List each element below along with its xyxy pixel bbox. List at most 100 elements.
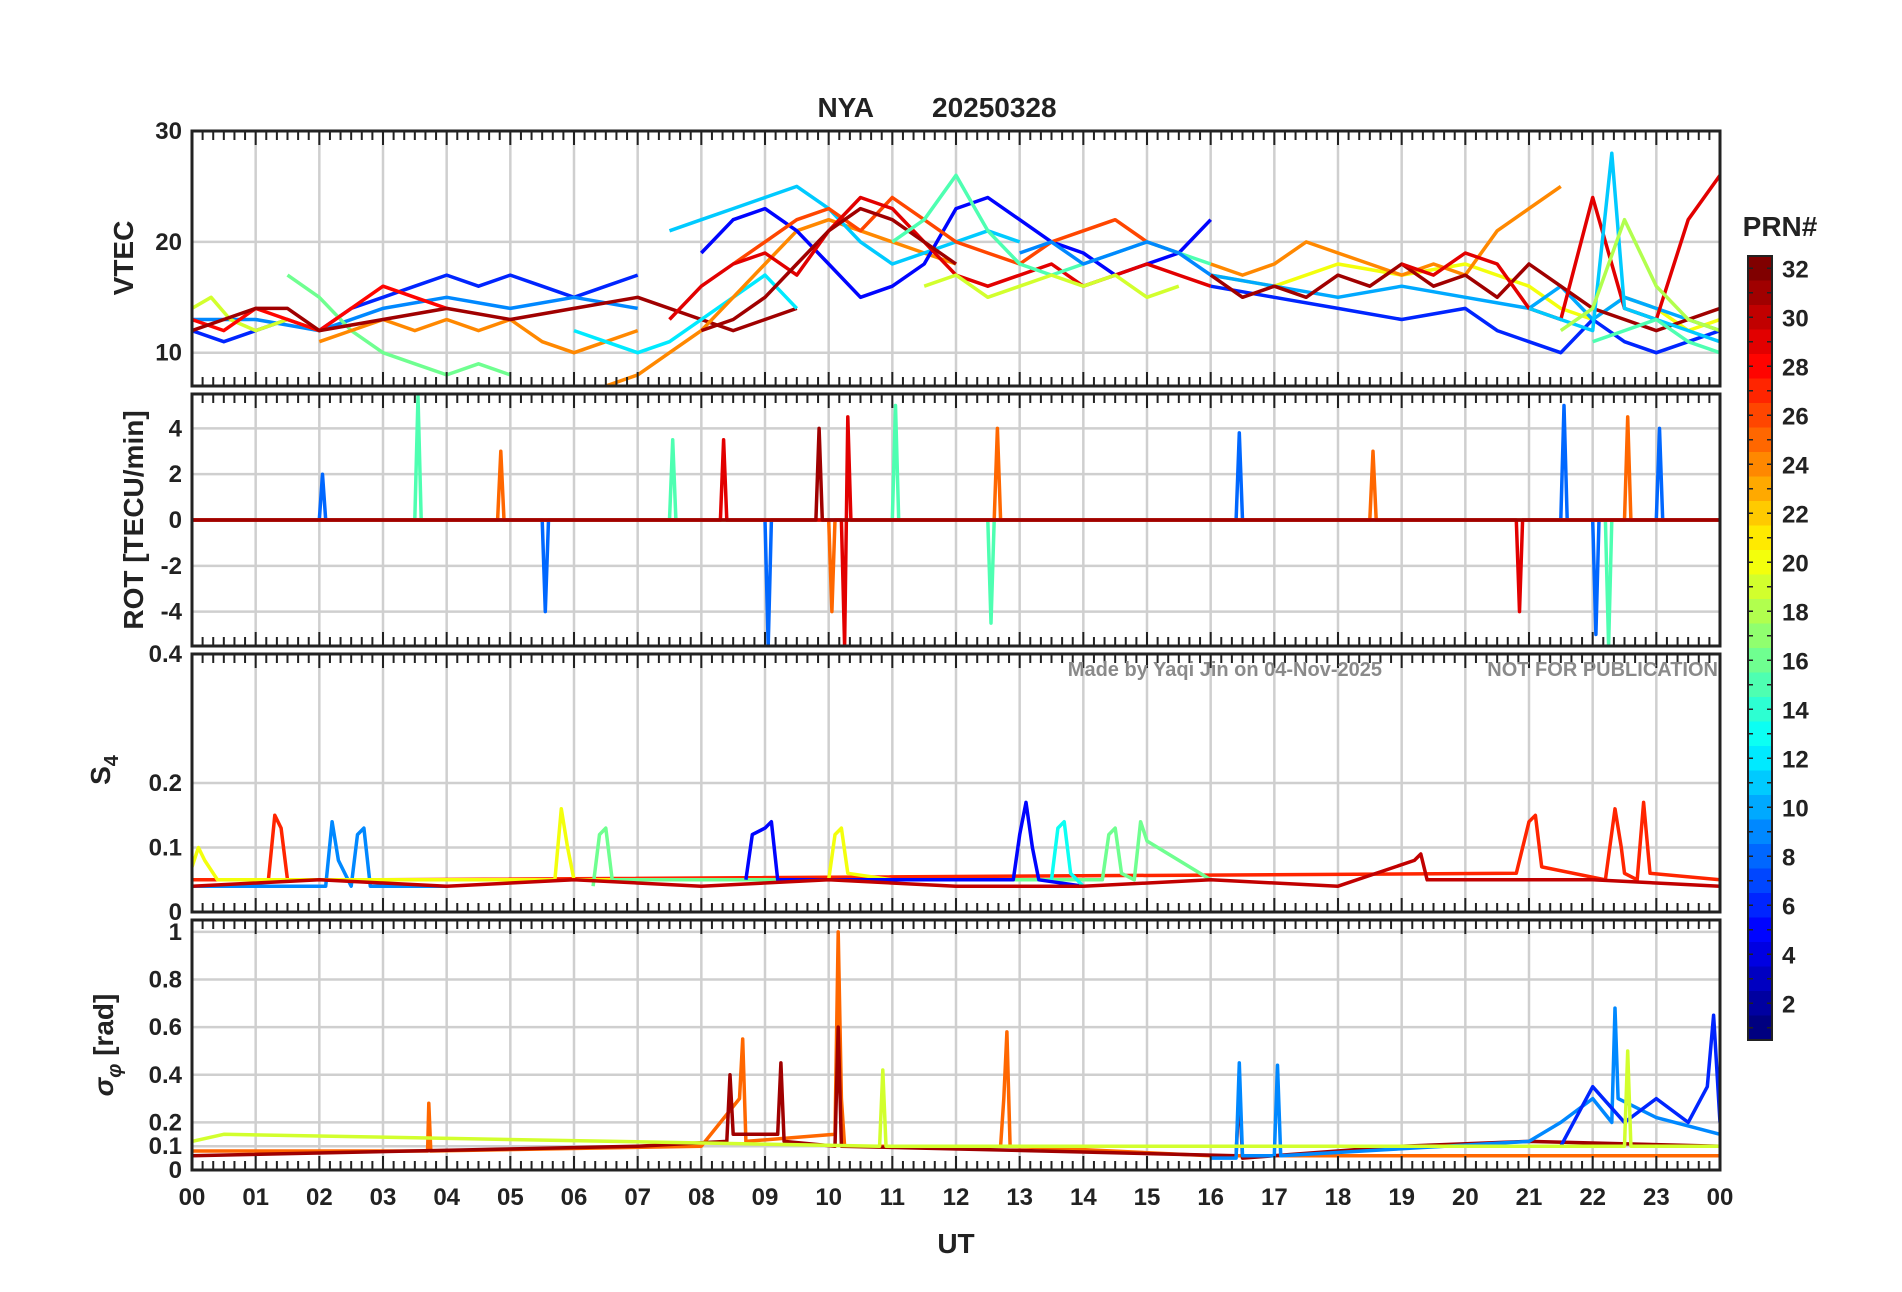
series-line-prn-29 xyxy=(192,415,1720,646)
panel-s4: 0 0.1 0.2 0.4 S4 xyxy=(85,641,1722,926)
y-tick-label: 0.2 xyxy=(149,1109,182,1136)
x-tick-label: 01 xyxy=(242,1184,269,1211)
colorbar-tick-label: 20 xyxy=(1782,550,1809,577)
x-axis-label: UT xyxy=(937,1228,974,1259)
y-tick-label: -4 xyxy=(161,599,183,626)
series-line-prn-19 xyxy=(923,273,1180,300)
y-axis-label: σφ [rad] xyxy=(88,994,126,1097)
y-tick-label: 0.8 xyxy=(149,967,182,994)
x-tick-label: 22 xyxy=(1579,1184,1606,1211)
x-tick-label: 10 xyxy=(815,1184,842,1211)
series-line-prn-9 xyxy=(1210,1006,1720,1160)
panel-vtec: 10 20 30 VTEC xyxy=(108,118,1722,388)
series-line-prn-29 xyxy=(668,195,1212,321)
y-tick-label: 2 xyxy=(169,461,182,488)
y-axis-label: VTEC xyxy=(108,221,139,296)
x-tick-label: 06 xyxy=(561,1184,588,1211)
series-line-prn-15 xyxy=(1592,317,1720,355)
panel-sigphi: 00.10.2 0.4 0.6 0.8 1 σφ [rad] xyxy=(88,918,1722,1184)
series-line-prn-9 xyxy=(192,819,447,888)
x-tick-label: 00 xyxy=(1707,1184,1734,1211)
series-line-prn-11 xyxy=(668,184,1021,266)
series-line-prn-6 xyxy=(1210,284,1720,355)
colorbar-tick-label: 12 xyxy=(1782,746,1809,773)
series-line-prn-24 xyxy=(605,217,957,386)
panels: 10 20 30 VTEC -4 -2 0 2 4 ROT [TECU/min] 0 0.1 0.2 0.… xyxy=(85,118,1722,1184)
watermark-left: Made by Yaqi Jin on 04-Nov-2025 xyxy=(1068,659,1382,681)
colorbar-tick-label: 14 xyxy=(1782,697,1809,724)
x-tick-label: 12 xyxy=(943,1184,970,1211)
series-line-prn-18 xyxy=(1559,217,1720,333)
x-tick-label: 14 xyxy=(1070,1184,1097,1211)
series-line-prn-16 xyxy=(591,819,1212,887)
x-tick-label: 11 xyxy=(880,1184,905,1211)
y-axis-label: ROT [TECU/min] xyxy=(118,410,149,629)
series-line-prn-9 xyxy=(192,295,639,333)
series-group xyxy=(192,930,1720,1160)
x-tick-label: 16 xyxy=(1197,1184,1224,1211)
x-tick-label: 13 xyxy=(1006,1184,1033,1211)
y-tick-label: 10 xyxy=(155,340,182,367)
series-line-prn-31 xyxy=(1209,262,1720,333)
colorbar-tick-label: 32 xyxy=(1782,256,1809,283)
y-tick-label: 0.1 xyxy=(149,835,182,862)
series-group xyxy=(192,151,1720,386)
y-tick-label: 0.2 xyxy=(149,770,182,797)
x-tick-label: 02 xyxy=(306,1184,333,1211)
x-tick-label: 20 xyxy=(1452,1184,1479,1211)
series-line-prn-11 xyxy=(1528,151,1720,344)
series-group xyxy=(192,800,1720,888)
y-tick-label: 0.4 xyxy=(149,641,183,668)
x-tick-label: 07 xyxy=(624,1184,651,1211)
y-axis-label: S4 xyxy=(85,754,123,785)
series-line-prn-13 xyxy=(1049,819,1085,888)
x-tick-label: 09 xyxy=(752,1184,779,1211)
x-tick-label: 05 xyxy=(497,1184,524,1211)
series-line-prn-26 xyxy=(732,195,1180,266)
series-line-prn-27 xyxy=(192,800,1720,882)
series-line-prn-30 xyxy=(192,852,1720,888)
series-line-prn-5 xyxy=(744,800,1084,888)
x-tick-label: 03 xyxy=(370,1184,397,1211)
series-line-prn-16 xyxy=(286,273,511,377)
x-tick-label: 00 xyxy=(179,1184,206,1211)
y-tick-label: 1 xyxy=(169,919,182,946)
colorbar-tick-label: 8 xyxy=(1782,844,1795,871)
watermark-right: NOT FOR PUBLICATION xyxy=(1487,659,1718,681)
y-tick-label: 0 xyxy=(169,899,182,926)
title-station: NYA xyxy=(817,92,874,123)
y-tick-label: 0 xyxy=(169,1157,182,1184)
colorbar-tick-label: 10 xyxy=(1782,795,1809,822)
colorbar-tick-label: 16 xyxy=(1782,648,1809,675)
series-line-prn-19 xyxy=(192,1049,1720,1148)
colorbar-tick-label: 30 xyxy=(1782,305,1809,332)
colorbar-tick-label: 2 xyxy=(1782,991,1795,1018)
colorbar-tick-label: 18 xyxy=(1782,599,1809,626)
colorbar-label: PRN# xyxy=(1743,211,1818,242)
panel-rot: -4 -2 0 2 4 ROT [TECU/min] xyxy=(118,392,1722,648)
x-tick-label: 15 xyxy=(1134,1184,1161,1211)
series-line-prn-6 xyxy=(1559,1013,1720,1148)
y-tick-label: 0.4 xyxy=(149,1062,183,1089)
series-line-prn-31 xyxy=(192,426,1720,522)
series-line-prn-29 xyxy=(1401,174,1720,322)
y-tick-label: 30 xyxy=(155,118,182,145)
y-tick-label: -2 xyxy=(161,553,182,580)
y-tick-label: 4 xyxy=(169,415,183,442)
x-tick-label: 08 xyxy=(688,1184,715,1211)
series-line-prn-20 xyxy=(192,807,893,882)
colorbar-tick-label: 28 xyxy=(1782,354,1809,381)
title-date: 20250328 xyxy=(932,92,1057,123)
x-tick-label: 17 xyxy=(1261,1184,1288,1211)
series-line-prn-12 xyxy=(573,273,799,355)
series-line-prn-31 xyxy=(192,295,798,333)
series-line-prn-24 xyxy=(318,317,639,355)
x-tick-label: 04 xyxy=(433,1184,460,1211)
y-tick-label: 20 xyxy=(155,229,182,256)
series-line-prn-31 xyxy=(700,206,957,333)
colorbar-tick-label: 24 xyxy=(1782,452,1809,479)
series-line-prn-9 xyxy=(1019,240,1212,277)
colorbar-tick-label: 4 xyxy=(1782,942,1796,969)
y-tick-label: 0.6 xyxy=(149,1014,182,1041)
